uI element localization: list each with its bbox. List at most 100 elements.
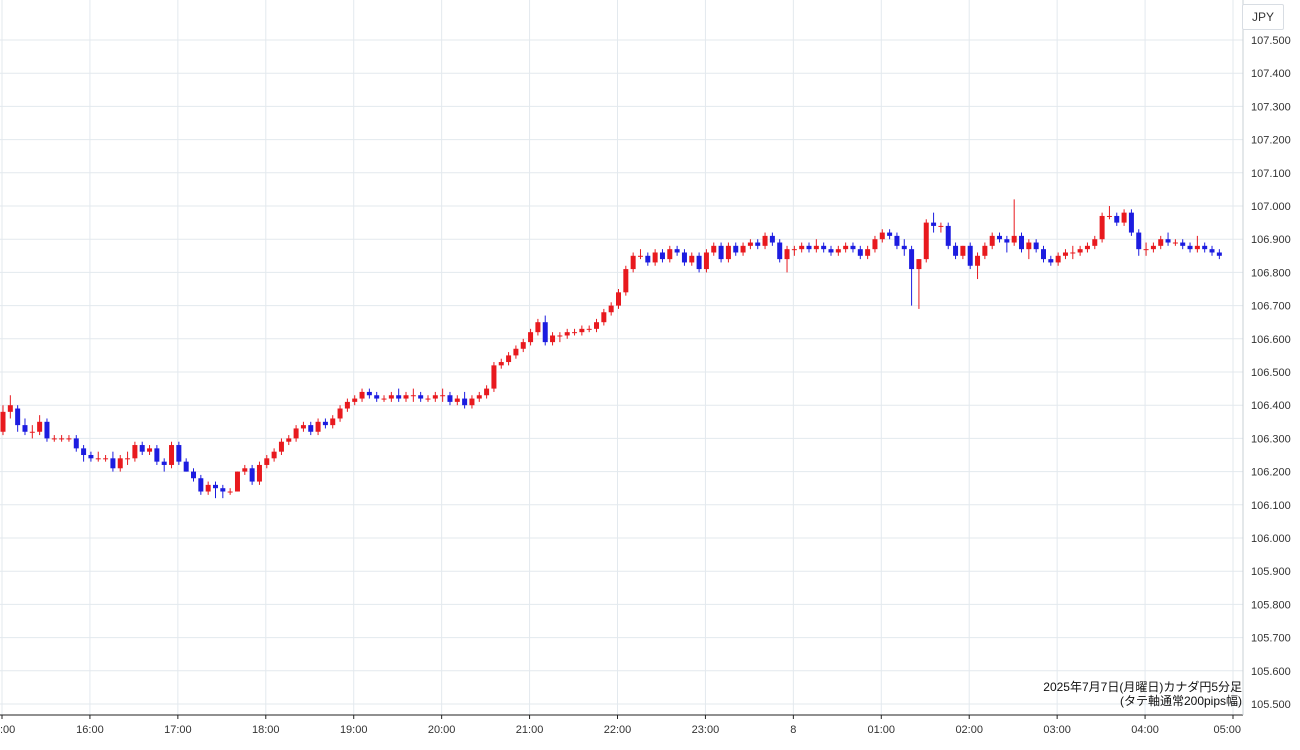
candle-body — [315, 421, 321, 432]
candle — [1216, 249, 1222, 260]
time-tick-label: 22:00 — [604, 724, 632, 736]
candle-body — [117, 458, 123, 469]
candle — [29, 425, 35, 439]
candle — [982, 242, 988, 260]
candle — [410, 388, 416, 402]
candle-body — [1055, 255, 1061, 263]
candle — [711, 242, 717, 256]
candle — [1077, 245, 1083, 256]
price-tick-label: 106.700 — [1251, 301, 1291, 313]
candle-body — [667, 249, 673, 260]
candle — [601, 308, 607, 326]
candle — [953, 242, 959, 260]
candle — [220, 484, 226, 499]
candle — [1128, 209, 1134, 236]
candle — [330, 415, 336, 429]
candle-body — [850, 245, 856, 250]
candle-body — [681, 252, 687, 263]
candle — [359, 388, 365, 402]
candle — [454, 395, 460, 406]
candle-body — [95, 458, 101, 460]
candle — [418, 391, 424, 402]
candle — [916, 259, 922, 309]
candle — [1040, 245, 1046, 263]
candle — [0, 405, 6, 436]
candle — [300, 421, 306, 432]
candle — [1194, 235, 1200, 253]
candle — [103, 455, 109, 462]
candle-body — [945, 225, 951, 246]
candle-body — [154, 448, 160, 462]
candle-body — [1128, 212, 1134, 233]
candle — [945, 222, 951, 250]
candle-body — [1150, 245, 1156, 250]
candle — [594, 318, 600, 333]
candle — [872, 235, 878, 253]
candle — [264, 455, 270, 469]
candle-body — [81, 448, 87, 455]
time-axis[interactable]: :00 16:00 17:00 18:00 19:00 20:00 21:00 22:00 23… — [0, 715, 1241, 736]
candle — [564, 328, 570, 339]
candle — [234, 471, 240, 492]
candle-body — [1084, 245, 1090, 250]
candle — [388, 391, 394, 402]
candle-body — [630, 255, 636, 270]
time-tick-label: 03:00 — [1043, 724, 1071, 736]
candle — [975, 252, 981, 280]
price-axis[interactable]: 107.500 107.400 107.300 107.200 107.100 107.0… — [1251, 35, 1291, 711]
candle-body — [403, 395, 409, 399]
time-tick-label: 16:00 — [76, 724, 104, 736]
candle — [147, 445, 153, 455]
time-tick-label: 17:00 — [164, 724, 192, 736]
candles — [0, 199, 1222, 499]
candle — [271, 448, 277, 462]
candle-body — [161, 461, 167, 465]
candle — [828, 245, 834, 256]
candle-body — [220, 488, 226, 492]
candle-body — [623, 269, 629, 293]
candle-body — [1048, 259, 1054, 263]
candle-body — [828, 249, 834, 253]
candle — [366, 388, 372, 399]
candle — [857, 245, 863, 260]
candle-body — [22, 425, 28, 432]
candle-body — [564, 332, 570, 336]
candle-body — [637, 255, 643, 257]
candle-body — [147, 448, 153, 452]
candle — [513, 345, 519, 359]
candle — [528, 328, 534, 346]
candle — [425, 395, 431, 402]
candle-body — [1019, 235, 1025, 250]
candle-body — [110, 458, 116, 469]
candle — [117, 455, 123, 472]
currency-label[interactable]: JPY — [1242, 4, 1284, 30]
candle — [59, 435, 65, 442]
time-tick-label: 05:00 — [1213, 724, 1241, 736]
candle — [1084, 242, 1090, 253]
candle — [242, 464, 248, 475]
candle — [879, 229, 885, 243]
candle — [469, 395, 475, 409]
candle — [73, 435, 79, 452]
candle-body — [103, 458, 109, 460]
candle — [1158, 235, 1164, 250]
candle — [447, 391, 453, 406]
candle — [1070, 245, 1076, 260]
candle — [1106, 206, 1112, 220]
candle — [1019, 232, 1025, 253]
candle — [15, 405, 21, 432]
candle-body — [359, 391, 365, 399]
candle — [747, 239, 753, 250]
candle — [674, 245, 680, 256]
candle — [586, 325, 592, 333]
candle — [850, 242, 856, 253]
candle-body — [454, 398, 460, 402]
candle — [1209, 245, 1215, 256]
candle-body — [799, 245, 805, 250]
candle — [637, 249, 643, 260]
candle-body — [557, 335, 563, 337]
candle-body — [366, 391, 372, 396]
candle-body — [491, 365, 497, 389]
